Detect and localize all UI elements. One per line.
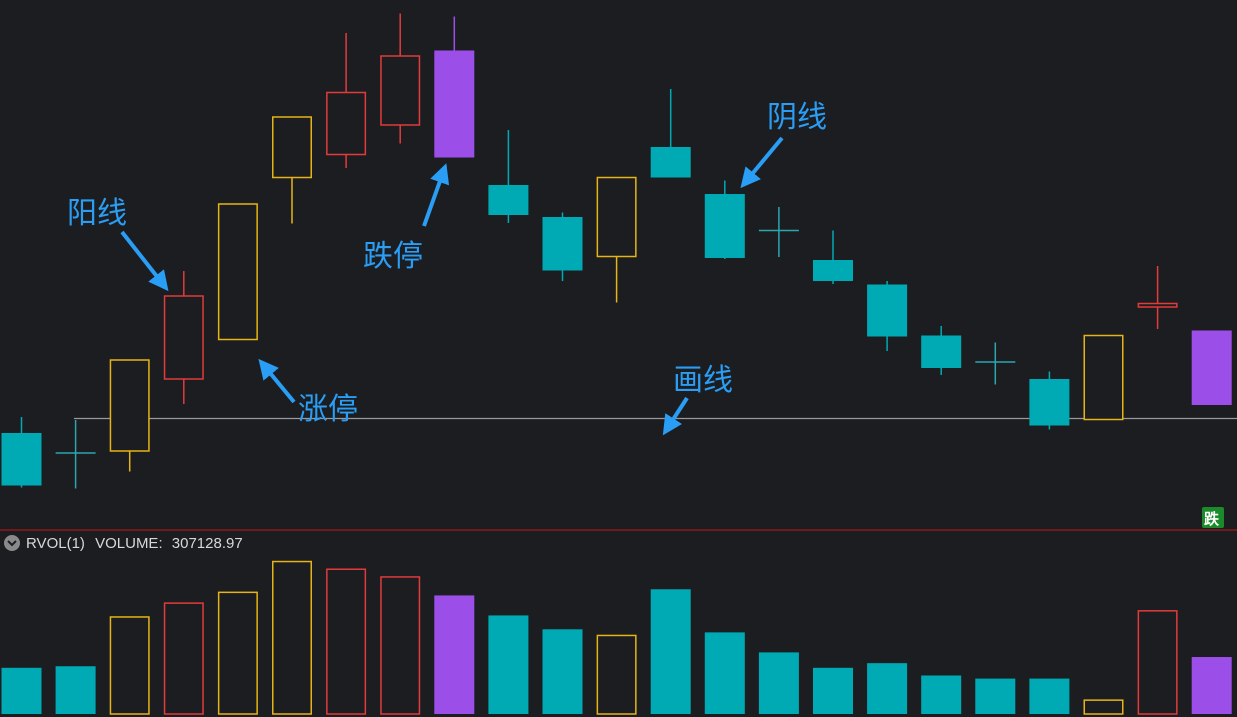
candle-body <box>1191 330 1232 405</box>
candle[interactable] <box>272 116 312 224</box>
annotation-arrow-yin <box>740 136 784 189</box>
annotation-arrow-huaxian <box>662 396 689 436</box>
candle[interactable] <box>163 271 204 404</box>
volume-bar <box>650 589 691 714</box>
volume-bar <box>380 576 421 715</box>
volume-readout-value: 307128.97 <box>172 535 243 552</box>
volume-bar <box>109 616 150 715</box>
volume-bar <box>1029 678 1070 714</box>
volume-bar <box>488 615 529 714</box>
volume-bar <box>326 568 367 715</box>
collapse-icon[interactable] <box>4 535 20 551</box>
candle[interactable] <box>921 326 962 375</box>
candle-body <box>272 116 312 179</box>
volume-bar <box>596 634 637 715</box>
volume-bar <box>217 591 258 715</box>
candle[interactable] <box>488 130 529 223</box>
volume-bar <box>1137 610 1178 715</box>
annotation-yin: 阴线 <box>767 100 827 135</box>
candle[interactable] <box>1 417 42 488</box>
candle-body <box>434 50 475 158</box>
candle-body <box>596 176 637 258</box>
candle-body <box>704 194 745 258</box>
volume-bar <box>434 595 475 714</box>
candle[interactable] <box>217 203 258 341</box>
limit-down-badge <box>1202 507 1224 528</box>
volume-indicator-label: RVOL(1) VOLUME: 307128.97 <box>26 535 243 552</box>
candle[interactable] <box>1137 266 1178 329</box>
volume-bar <box>163 602 204 715</box>
volume-bar <box>272 560 312 715</box>
candle-body <box>1083 334 1124 421</box>
candle-body <box>1 433 42 486</box>
candle[interactable] <box>813 230 853 285</box>
candle-body <box>1137 302 1178 308</box>
chevron-down-icon <box>7 540 17 547</box>
candle[interactable] <box>650 89 691 178</box>
volume-bar <box>813 667 853 714</box>
candle[interactable] <box>55 420 96 489</box>
volume-bar <box>542 629 583 714</box>
volume-bar <box>55 666 96 714</box>
volume-bar <box>975 678 1016 714</box>
candle[interactable] <box>542 212 583 282</box>
annotation-yang: 阳线 <box>67 196 127 231</box>
candle-body <box>813 260 853 281</box>
candle-body <box>650 147 691 178</box>
volume-panel <box>1 560 1232 715</box>
volume-bar <box>1 667 42 714</box>
candle-body <box>1029 379 1070 426</box>
candle-body <box>380 55 421 126</box>
volume-bar <box>867 663 908 714</box>
annotation-huaxian: 画线 <box>673 363 733 398</box>
volume-bar <box>1191 657 1232 714</box>
candle[interactable] <box>1083 334 1124 421</box>
volume-indicator-name: RVOL(1) <box>26 535 85 552</box>
candle-body <box>326 91 367 156</box>
candle-body <box>109 359 150 452</box>
candle[interactable] <box>975 342 1016 385</box>
candle[interactable] <box>1029 371 1070 430</box>
volume-bar <box>704 632 745 714</box>
candle[interactable] <box>758 207 799 257</box>
price-panel <box>1 13 1237 489</box>
candle-body <box>921 335 962 368</box>
annotation-layer: 阳线 涨停 跌停 阴线 画线 <box>67 100 827 436</box>
volume-bar <box>921 675 962 714</box>
annotation-zhangting: 涨停 <box>298 392 358 427</box>
candle[interactable] <box>867 281 908 351</box>
candle[interactable] <box>326 33 367 168</box>
candle[interactable] <box>596 176 637 303</box>
candle-body <box>867 284 908 337</box>
candle[interactable] <box>704 180 745 260</box>
volume-bar <box>758 652 799 714</box>
candle-body <box>542 217 583 271</box>
volume-bar <box>1083 699 1124 715</box>
annotation-dieting: 跌停 <box>363 239 423 274</box>
candle[interactable] <box>109 359 150 472</box>
limit-down-badge-text: 跌 <box>1204 510 1220 528</box>
candle[interactable] <box>434 16 475 158</box>
candle-body <box>163 295 204 380</box>
candle-body <box>488 185 529 215</box>
volume-readout-label: VOLUME: <box>95 535 163 552</box>
annotation-arrow-dieting <box>422 163 450 227</box>
candle[interactable] <box>1191 330 1232 406</box>
candle[interactable] <box>380 13 421 144</box>
annotation-arrow-yang <box>120 230 169 292</box>
candle-body <box>217 203 258 341</box>
annotation-arrow-zhangting <box>258 358 296 404</box>
